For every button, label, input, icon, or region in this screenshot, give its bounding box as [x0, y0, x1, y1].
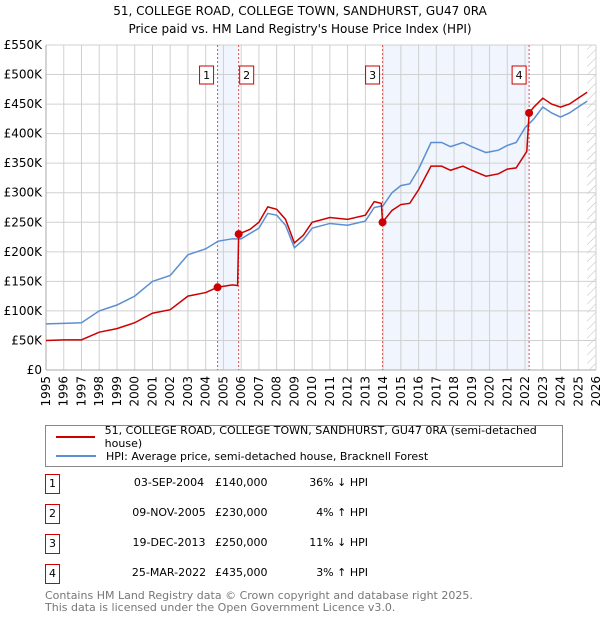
- x-tick-label: 2018: [447, 376, 461, 407]
- legend-item-property: 51, COLLEGE ROAD, COLLEGE TOWN, SANDHURS…: [56, 424, 562, 450]
- sale-marker-box: [239, 65, 255, 85]
- x-tick-label: 2014: [376, 376, 390, 407]
- sale-marker-label: 1: [203, 69, 210, 82]
- x-tick-label: 2022: [518, 376, 532, 407]
- y-tick-label: £250K: [4, 215, 44, 229]
- sale-point: [234, 230, 243, 239]
- y-tick-label: £0: [27, 363, 42, 377]
- x-tick-label: 2011: [323, 376, 337, 407]
- x-tick-label: 2006: [234, 376, 248, 407]
- x-tick-label: 2002: [163, 376, 177, 407]
- x-tick-label: 2008: [270, 376, 284, 407]
- sale-marker-box: [199, 65, 215, 85]
- x-tick-label: 2019: [465, 376, 479, 407]
- y-tick-label: £450K: [4, 97, 44, 111]
- x-tick-label: 2012: [341, 376, 355, 407]
- transaction-hpi-diff: 11% ↓ HPI: [309, 536, 368, 549]
- sale-marker-box: [365, 65, 381, 85]
- x-tick-label: 2004: [199, 376, 213, 407]
- transaction-price: £230,000: [215, 506, 268, 519]
- transaction-hpi-diff: 36% ↓ HPI: [309, 476, 368, 489]
- transaction-date: 19-DEC-2013: [132, 536, 206, 549]
- transaction-row: 3 19-DEC-2013 £250,000 11% ↓ HPI: [45, 534, 375, 554]
- chart-subtitle: Price paid vs. HM Land Registry's House …: [128, 22, 471, 36]
- transaction-marker: 2: [45, 504, 60, 524]
- legend-label-hpi: HPI: Average price, semi-detached house,…: [106, 449, 429, 463]
- x-tick-label: 1995: [39, 376, 53, 407]
- transaction-hpi-diff: 3% ↑ HPI: [316, 566, 368, 579]
- x-tick-label: 2009: [287, 376, 301, 407]
- x-tick-label: 2016: [412, 376, 426, 407]
- y-tick-label: £200K: [4, 245, 44, 259]
- x-tick-label: 2000: [128, 376, 142, 407]
- sale-point: [213, 283, 222, 292]
- forecast-hatch: [587, 45, 596, 370]
- x-tick-label: 2007: [252, 376, 266, 407]
- y-tick-label: £400K: [4, 127, 44, 141]
- transaction-price: £435,000: [215, 566, 268, 579]
- y-tick-label: £100K: [4, 304, 44, 318]
- legend-label-property: 51, COLLEGE ROAD, COLLEGE TOWN, SANDHURS…: [104, 424, 537, 450]
- legend-swatch-red: [56, 436, 95, 438]
- transaction-row: 1 03-SEP-2004 £140,000 36% ↓ HPI: [45, 474, 375, 494]
- y-tick-label: £50K: [11, 333, 43, 347]
- legend-swatch-blue: [56, 455, 96, 457]
- x-tick-label: 1997: [74, 376, 88, 407]
- transaction-marker: 1: [45, 474, 60, 494]
- x-tick-label: 1996: [57, 376, 71, 407]
- transaction-price: £140,000: [215, 476, 268, 489]
- shaded-range: [382, 45, 530, 370]
- sale-marker-label: 3: [369, 69, 376, 82]
- transaction-row: 4 25-MAR-2022 £435,000 3% ↑ HPI: [45, 564, 375, 584]
- transaction-hpi-diff: 4% ↑ HPI: [316, 506, 368, 519]
- x-tick-label: 2023: [536, 376, 550, 407]
- x-tick-label: 2017: [429, 376, 443, 407]
- footer-line-1: Contains HM Land Registry data © Crown c…: [45, 589, 473, 602]
- x-tick-label: 2026: [589, 376, 600, 407]
- transaction-row: 2 09-NOV-2005 £230,000 4% ↑ HPI: [45, 504, 375, 524]
- transaction-date: 09-NOV-2005: [132, 506, 206, 519]
- transaction-date: 25-MAR-2022: [131, 566, 207, 579]
- x-tick-label: 2025: [571, 376, 585, 407]
- legend: 51, COLLEGE ROAD, COLLEGE TOWN, SANDHURS…: [45, 424, 563, 467]
- x-tick-label: 2021: [500, 376, 514, 407]
- hpi-line: [45, 100, 588, 325]
- sale-marker-box: [511, 65, 527, 85]
- sale-point: [525, 108, 534, 117]
- y-tick-label: £550K: [4, 38, 44, 52]
- x-tick-label: 1999: [110, 376, 124, 407]
- transaction-marker: 3: [45, 534, 60, 554]
- transaction-price: £250,000: [215, 536, 268, 549]
- transaction-marker: 4: [45, 564, 60, 584]
- x-tick-label: 2010: [305, 376, 319, 407]
- x-tick-label: 2001: [145, 376, 159, 407]
- shaded-range: [217, 45, 239, 370]
- x-tick-label: 2013: [358, 376, 372, 407]
- footer-line-2: This data is licensed under the Open Gov…: [45, 601, 396, 614]
- transaction-date: 03-SEP-2004: [133, 476, 205, 489]
- y-tick-label: £150K: [4, 274, 44, 288]
- x-tick-label: 2005: [216, 376, 230, 407]
- y-tick-label: £500K: [4, 68, 44, 82]
- x-tick-label: 2015: [394, 376, 408, 407]
- x-tick-label: 1998: [92, 376, 106, 407]
- x-tick-label: 2020: [483, 376, 497, 407]
- footer: Contains HM Land Registry data © Crown c…: [45, 590, 473, 614]
- y-tick-label: £300K: [4, 186, 44, 200]
- sale-marker-label: 2: [243, 69, 250, 82]
- sale-point: [378, 218, 387, 227]
- legend-item-hpi: HPI: Average price, semi-detached house,…: [56, 448, 428, 464]
- sale-marker-label: 4: [516, 69, 523, 82]
- price-chart: 51, COLLEGE ROAD, COLLEGE TOWN, SANDHURS…: [4, 4, 600, 407]
- x-tick-label: 2003: [181, 376, 195, 407]
- chart-title: 51, COLLEGE ROAD, COLLEGE TOWN, SANDHURS…: [113, 4, 487, 18]
- property-price-line: [45, 91, 588, 342]
- x-tick-label: 2024: [554, 376, 568, 407]
- y-tick-label: £350K: [4, 156, 44, 170]
